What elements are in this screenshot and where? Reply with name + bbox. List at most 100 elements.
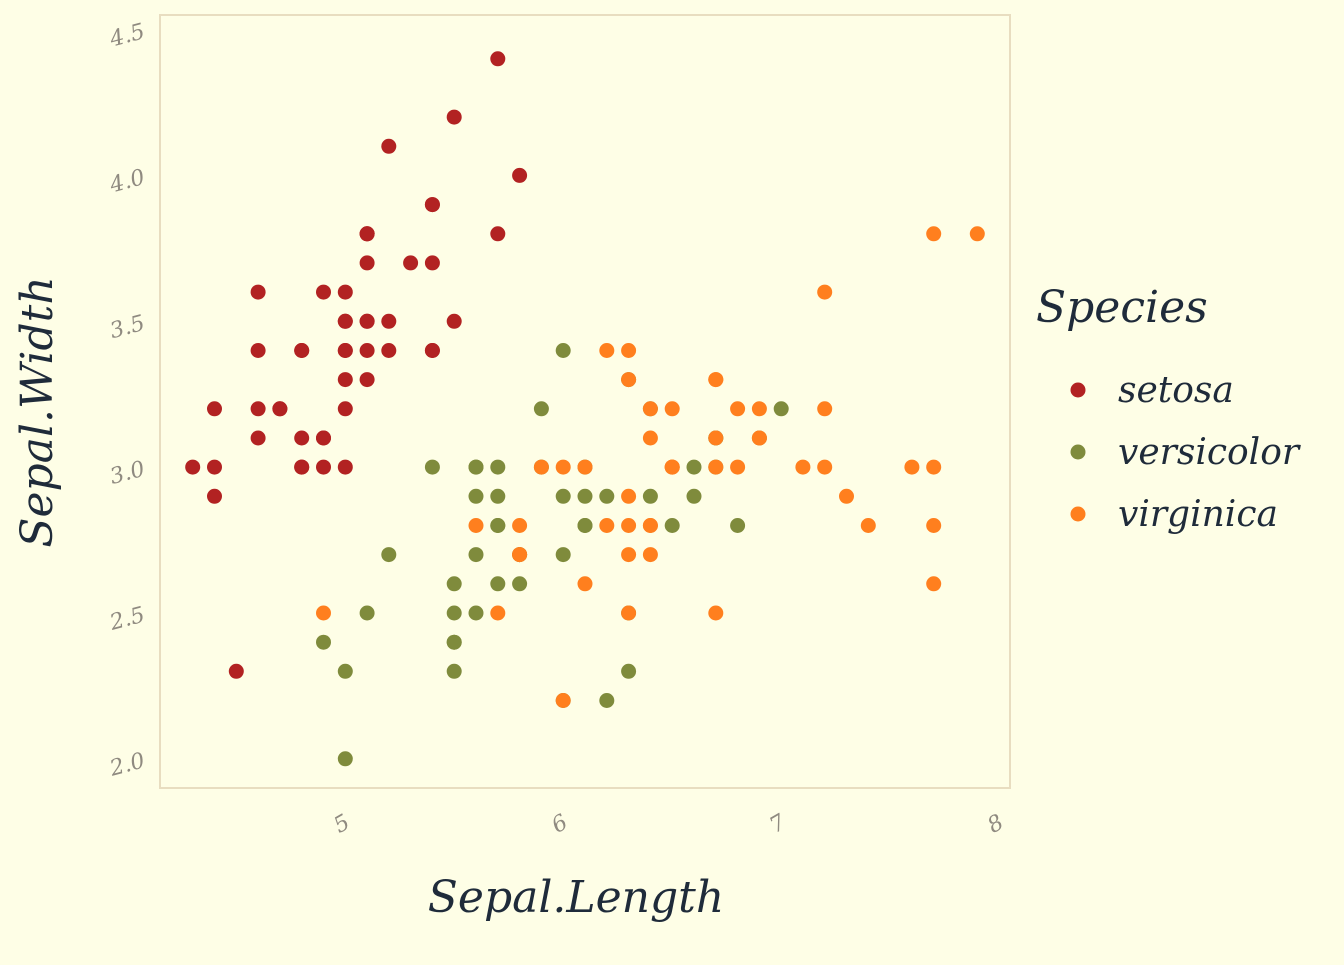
x-axis-ticks: 5 6 7 8 <box>330 810 1008 839</box>
point-setosa <box>403 255 419 271</box>
point-virginica <box>621 372 637 388</box>
point-virginica <box>926 576 942 592</box>
point-virginica <box>904 459 920 475</box>
series-setosa <box>185 51 528 679</box>
legend-label-setosa: setosa <box>1118 370 1234 411</box>
point-setosa <box>424 343 440 358</box>
point-virginica <box>316 605 331 621</box>
point-virginica <box>926 226 942 242</box>
point-setosa <box>512 167 528 183</box>
point-virginica <box>642 401 658 417</box>
point-versicolor <box>642 488 658 504</box>
point-versicolor <box>555 547 571 563</box>
point-setosa <box>359 372 375 388</box>
point-versicolor <box>686 488 702 504</box>
point-virginica <box>839 488 854 504</box>
point-virginica <box>621 547 637 563</box>
point-setosa <box>490 226 506 242</box>
point-versicolor <box>446 634 462 650</box>
point-setosa <box>185 459 201 475</box>
point-versicolor <box>773 401 789 417</box>
plot-panel <box>159 14 1011 789</box>
point-setosa <box>228 663 244 679</box>
point-virginica <box>708 605 724 621</box>
point-virginica <box>730 401 746 417</box>
point-virginica <box>817 284 833 300</box>
point-versicolor <box>337 751 353 767</box>
x-tick-label: 6 <box>548 810 573 839</box>
y-tick-label: 4.5 <box>106 19 147 52</box>
data-points <box>185 51 985 767</box>
point-virginica <box>817 401 833 417</box>
point-setosa <box>316 284 331 300</box>
point-versicolor <box>468 459 484 475</box>
x-tick-label: 7 <box>766 810 791 839</box>
point-virginica <box>642 518 658 533</box>
point-virginica <box>664 459 680 475</box>
point-versicolor <box>381 547 397 563</box>
point-setosa <box>207 401 222 417</box>
point-setosa <box>316 430 331 446</box>
point-versicolor <box>468 547 484 563</box>
legend-key-setosa <box>1070 382 1086 398</box>
point-versicolor <box>490 459 506 475</box>
point-virginica <box>468 518 484 533</box>
y-tick-label: 2.0 <box>106 748 147 781</box>
point-versicolor <box>446 663 462 679</box>
point-virginica <box>751 401 767 417</box>
point-virginica <box>751 430 767 446</box>
point-setosa <box>359 343 375 358</box>
point-virginica <box>621 343 637 358</box>
point-virginica <box>490 605 506 621</box>
point-virginica <box>926 459 942 475</box>
point-virginica <box>664 401 680 417</box>
legend: Species setosa versicolor virginica <box>1036 282 1301 535</box>
point-setosa <box>337 313 353 329</box>
point-virginica <box>512 547 528 563</box>
point-virginica <box>708 459 724 475</box>
point-setosa <box>272 401 288 417</box>
point-setosa <box>337 401 353 417</box>
point-virginica <box>555 693 571 708</box>
y-tick-label: 4.0 <box>106 165 147 198</box>
y-axis-ticks: 2.0 2.5 3.0 3.5 4.0 4.5 <box>106 19 147 782</box>
point-setosa <box>294 343 310 358</box>
point-virginica <box>577 576 593 592</box>
point-setosa <box>359 226 375 242</box>
point-setosa <box>316 459 331 475</box>
y-tick-label: 3.5 <box>107 311 147 344</box>
y-tick-label: 2.5 <box>106 603 147 636</box>
point-virginica <box>577 459 593 475</box>
point-setosa <box>337 343 353 358</box>
legend-title: Species <box>1036 282 1208 333</box>
point-versicolor <box>512 576 528 592</box>
point-versicolor <box>337 663 353 679</box>
point-versicolor <box>686 459 702 475</box>
x-axis-title: Sepal.Length <box>428 872 724 923</box>
point-versicolor <box>446 576 462 592</box>
point-versicolor <box>555 343 571 358</box>
y-axis-title: Sepal.Width <box>12 276 63 547</box>
legend-label-virginica: virginica <box>1118 494 1278 535</box>
point-setosa <box>424 197 440 213</box>
point-setosa <box>337 459 353 475</box>
point-virginica <box>730 459 746 475</box>
point-virginica <box>621 518 637 533</box>
point-virginica <box>642 430 658 446</box>
point-setosa <box>337 284 353 300</box>
point-virginica <box>969 226 985 242</box>
legend-key-versicolor <box>1070 444 1086 460</box>
point-virginica <box>599 518 615 533</box>
x-tick-label: 8 <box>984 810 1009 839</box>
point-setosa <box>446 109 462 125</box>
point-setosa <box>337 372 353 388</box>
x-tick-label: 5 <box>330 810 355 839</box>
point-versicolor <box>490 488 506 504</box>
point-setosa <box>446 313 462 329</box>
point-versicolor <box>446 605 462 621</box>
point-versicolor <box>730 518 746 533</box>
legend-key-virginica <box>1070 506 1086 522</box>
point-virginica <box>926 518 942 533</box>
